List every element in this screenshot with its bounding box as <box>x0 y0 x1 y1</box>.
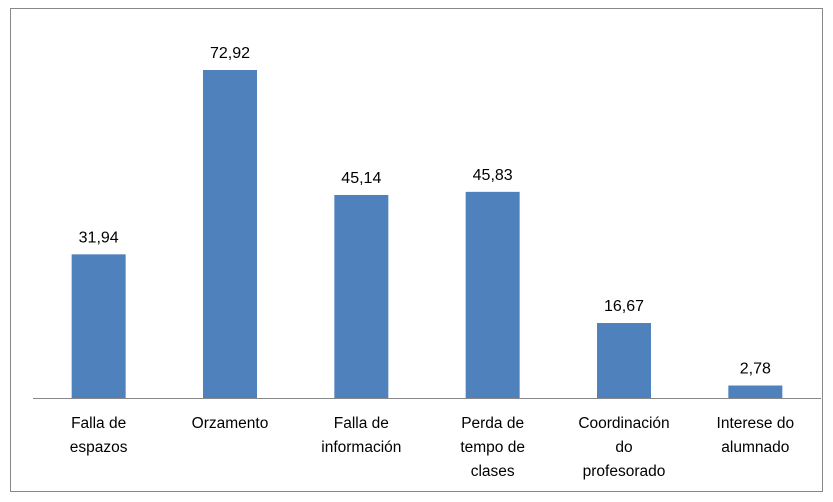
data-label: 31,94 <box>79 229 119 246</box>
bar <box>465 191 520 398</box>
x-tick-label: Falla de espazos <box>69 415 128 456</box>
bar <box>597 323 651 398</box>
data-label: 16,67 <box>604 298 644 315</box>
x-tick-label: Falla de información <box>321 415 402 456</box>
x-tick-label: Coordinación do profesorado <box>578 415 670 480</box>
data-label: 45,14 <box>341 170 381 187</box>
x-tick-label: Perda de tempo de clases <box>460 415 525 480</box>
data-label: 2,78 <box>740 360 771 377</box>
bar <box>71 254 126 398</box>
data-label: 72,92 <box>210 45 250 62</box>
chart-frame <box>10 8 823 492</box>
x-tick-label: Orzamento <box>191 415 269 432</box>
bar <box>203 70 257 398</box>
data-label: 45,83 <box>473 167 513 184</box>
bar <box>728 385 783 398</box>
bar <box>334 194 389 398</box>
x-tick-label: Interese do alumnado <box>716 415 795 456</box>
